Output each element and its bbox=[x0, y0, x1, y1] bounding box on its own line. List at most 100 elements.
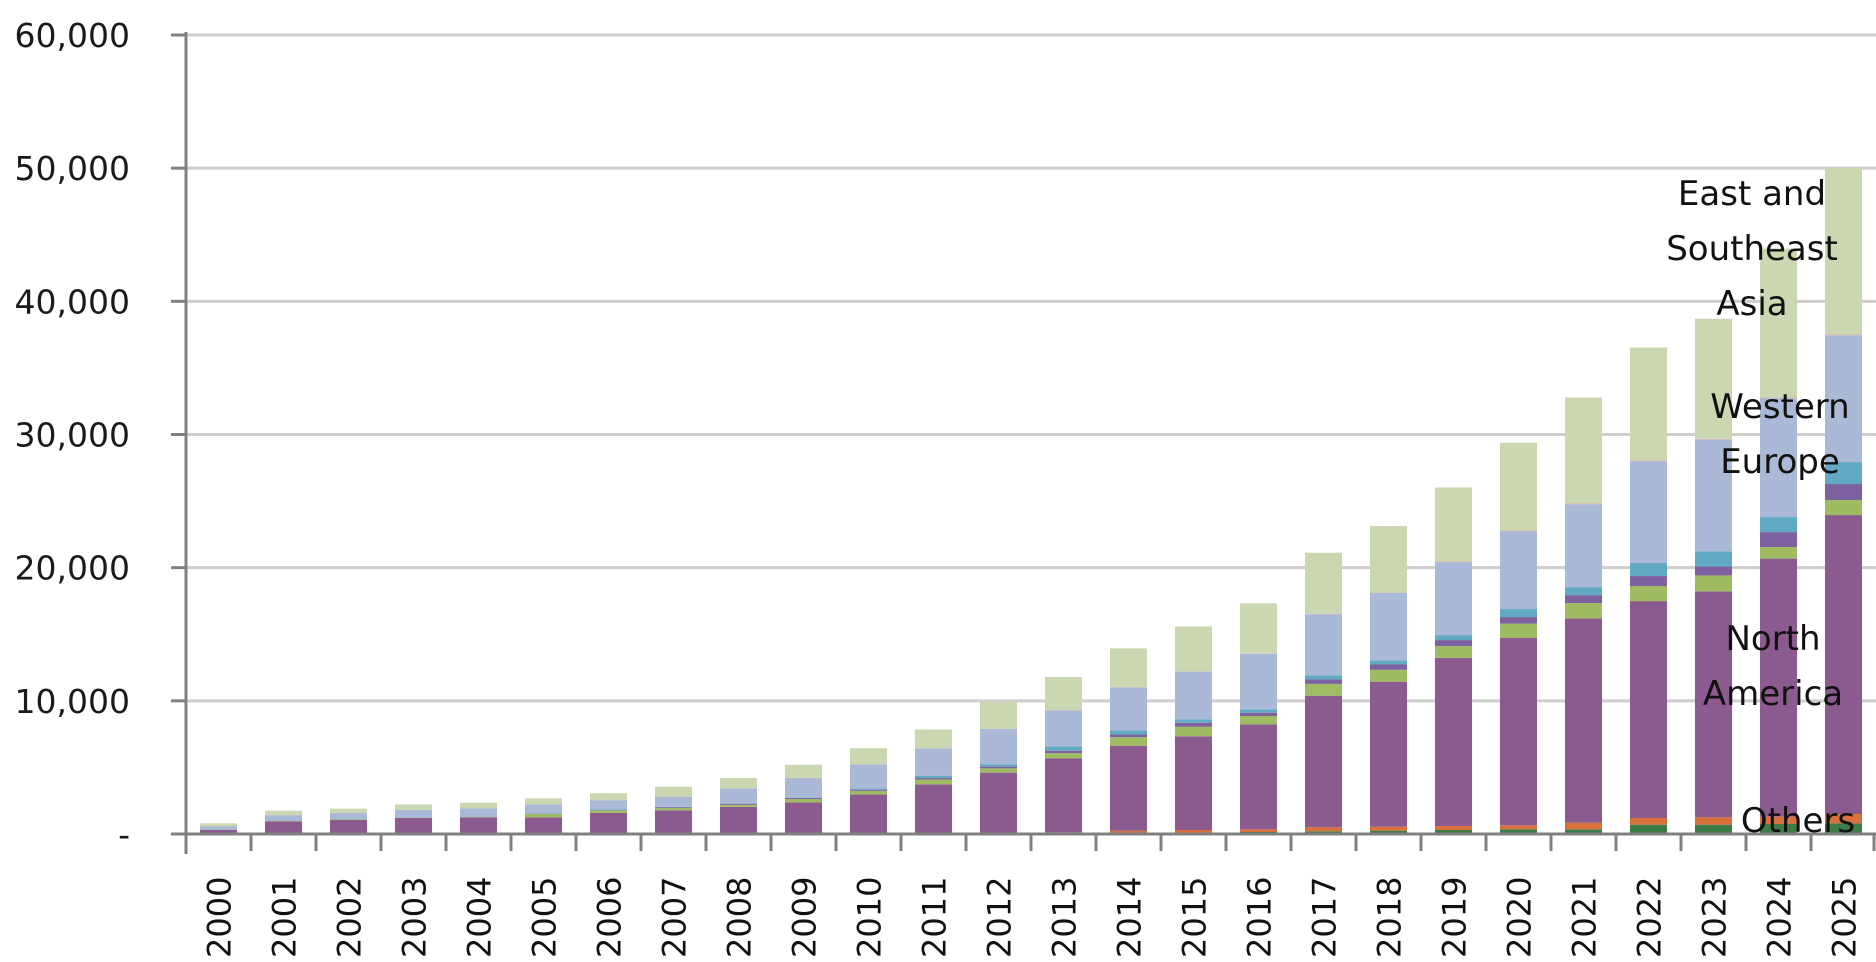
bar-segment-western_europe-2008 bbox=[719, 788, 758, 804]
bar-stack-2007 bbox=[654, 786, 693, 834]
y-tick-label: 60,000 bbox=[15, 16, 130, 55]
bar-segment-east_southeast_asia-2016 bbox=[1239, 603, 1278, 654]
x-tick-label-2018: 2018 bbox=[1371, 877, 1409, 958]
bar-segment-region_e-2018 bbox=[1369, 664, 1408, 670]
bar-segment-western_europe-2017 bbox=[1304, 614, 1343, 676]
bar-segment-east_southeast_asia-2005 bbox=[524, 798, 563, 805]
y-tick-label: 50,000 bbox=[15, 149, 130, 188]
bar-segment-north_america-2016 bbox=[1239, 724, 1278, 830]
bar-stack-2002 bbox=[329, 808, 368, 834]
bar-segment-region_f-2012 bbox=[979, 764, 1018, 767]
bar-segment-east_southeast_asia-2006 bbox=[589, 793, 628, 801]
bar-stack-2000 bbox=[199, 823, 238, 834]
bar-segment-north_america-2001 bbox=[264, 821, 303, 834]
bars bbox=[199, 168, 1863, 834]
annotation-europe: Western Europe bbox=[1710, 387, 1849, 482]
bar-segment-others_a-2025 bbox=[1824, 823, 1863, 834]
bar-segment-others_b-2023 bbox=[1694, 817, 1733, 825]
bar-segment-east_southeast_asia-2022 bbox=[1629, 347, 1668, 461]
annotation-others: Others bbox=[1741, 801, 1855, 841]
bar-segment-others_a-2018 bbox=[1369, 830, 1408, 834]
bar-segment-western_europe-2021 bbox=[1564, 504, 1603, 588]
bar-segment-region_d-2017 bbox=[1304, 683, 1343, 696]
bar-segment-region_f-2022 bbox=[1629, 563, 1668, 577]
bar-segment-region_d-2008 bbox=[719, 804, 758, 807]
bar-stack-2008 bbox=[719, 778, 758, 834]
y-tick-label: 30,000 bbox=[15, 416, 130, 455]
bar-stack-2025 bbox=[1824, 168, 1863, 834]
bar-segment-region_d-2015 bbox=[1174, 726, 1213, 737]
x-tick-label-2006: 2006 bbox=[591, 877, 629, 958]
bar-segment-region_e-2011 bbox=[914, 778, 953, 780]
bar-segment-north_america-2013 bbox=[1044, 758, 1083, 833]
x-tick-label-2022: 2022 bbox=[1631, 877, 1669, 958]
bar-segment-east_southeast_asia-2015 bbox=[1174, 626, 1213, 672]
bar-segment-region_d-2002 bbox=[329, 819, 368, 821]
bar-stack-2010 bbox=[849, 748, 888, 834]
bar-segment-western_europe-2023 bbox=[1694, 439, 1733, 552]
annotation-america: North America bbox=[1703, 619, 1843, 714]
bar-segment-western_europe-2012 bbox=[979, 728, 1018, 765]
y-tick-label: 40,000 bbox=[15, 282, 130, 321]
bar-segment-region_e-2022 bbox=[1629, 576, 1668, 587]
bar-segment-western_europe-2024 bbox=[1759, 398, 1798, 518]
bar-segment-others_b-2021 bbox=[1564, 822, 1603, 830]
bar-segment-others_b-2014 bbox=[1109, 830, 1148, 834]
bar-segment-region_e-2010 bbox=[849, 789, 888, 791]
bar-segment-region_e-2025 bbox=[1824, 484, 1863, 501]
bar-segment-east_southeast_asia-2020 bbox=[1499, 442, 1538, 531]
bar-segment-region_d-2020 bbox=[1499, 623, 1538, 638]
bar-segment-north_america-2015 bbox=[1174, 736, 1213, 831]
bar-segment-north_america-2023 bbox=[1694, 591, 1733, 818]
bar-segment-region_e-2023 bbox=[1694, 566, 1733, 576]
y-tick-label: 10,000 bbox=[15, 682, 130, 721]
x-tick-label-2025: 2025 bbox=[1826, 877, 1864, 958]
bar-segment-western_europe-2016 bbox=[1239, 653, 1278, 710]
y-tick-label: - bbox=[118, 815, 130, 854]
bar-segment-east_southeast_asia-2023 bbox=[1694, 318, 1733, 439]
bar-segment-western_europe-2018 bbox=[1369, 592, 1408, 661]
bar-segment-western_europe-2007 bbox=[654, 796, 693, 807]
x-tick-label-2016: 2016 bbox=[1241, 877, 1279, 958]
bar-segment-others_a-2020 bbox=[1499, 829, 1538, 834]
x-tick-label-2005: 2005 bbox=[526, 877, 564, 958]
bar-segment-region_h-2023 bbox=[1694, 438, 1733, 440]
bar-segment-east_southeast_asia-2019 bbox=[1434, 487, 1473, 562]
bar-segment-north_america-2011 bbox=[914, 784, 953, 834]
bar-segment-western_europe-2025 bbox=[1824, 335, 1863, 463]
bar-segment-others_b-2020 bbox=[1499, 825, 1538, 830]
bar-segment-north_america-2020 bbox=[1499, 637, 1538, 826]
bar-segment-east_southeast_asia-2013 bbox=[1044, 677, 1083, 711]
bar-segment-east_southeast_asia-2012 bbox=[979, 701, 1018, 729]
annotation-line: Southeast bbox=[1666, 229, 1838, 269]
x-tick-label-2008: 2008 bbox=[721, 877, 759, 958]
bar-segment-east_southeast_asia-2007 bbox=[654, 786, 693, 797]
x-tick-label-2017: 2017 bbox=[1306, 877, 1344, 958]
bar-segment-region_f-2018 bbox=[1369, 660, 1408, 665]
bar-stack-2012 bbox=[979, 701, 1018, 834]
bar-stack-2015 bbox=[1174, 626, 1213, 834]
bar-stack-2003 bbox=[394, 804, 433, 834]
bar-segment-region_e-2012 bbox=[979, 766, 1018, 769]
bar-stack-2020 bbox=[1499, 442, 1538, 834]
bar-segment-east_southeast_asia-2017 bbox=[1304, 552, 1343, 614]
bar-stack-2022 bbox=[1629, 347, 1668, 834]
annotation-line: Asia bbox=[1716, 284, 1787, 324]
bar-segment-north_america-2004 bbox=[459, 817, 498, 834]
bar-segment-western_europe-2002 bbox=[329, 813, 368, 820]
bar-segment-east_southeast_asia-2018 bbox=[1369, 526, 1408, 593]
bar-segment-others_a-2024 bbox=[1759, 824, 1798, 834]
bar-stack-2021 bbox=[1564, 397, 1603, 834]
bar-segment-western_europe-2004 bbox=[459, 808, 498, 817]
bar-segment-region_e-2024 bbox=[1759, 532, 1798, 548]
bar-segment-region_f-2014 bbox=[1109, 730, 1148, 735]
bar-segment-east_southeast_asia-2014 bbox=[1109, 648, 1148, 688]
x-tick-label-2021: 2021 bbox=[1566, 877, 1604, 958]
bar-segment-region_f-2013 bbox=[1044, 746, 1083, 751]
x-tick-label-2011: 2011 bbox=[916, 877, 954, 958]
x-tick-label-2019: 2019 bbox=[1436, 877, 1474, 958]
bar-stack-2016 bbox=[1239, 603, 1278, 834]
bar-stack-2011 bbox=[914, 729, 953, 834]
bar-segment-region_d-2012 bbox=[979, 768, 1018, 773]
